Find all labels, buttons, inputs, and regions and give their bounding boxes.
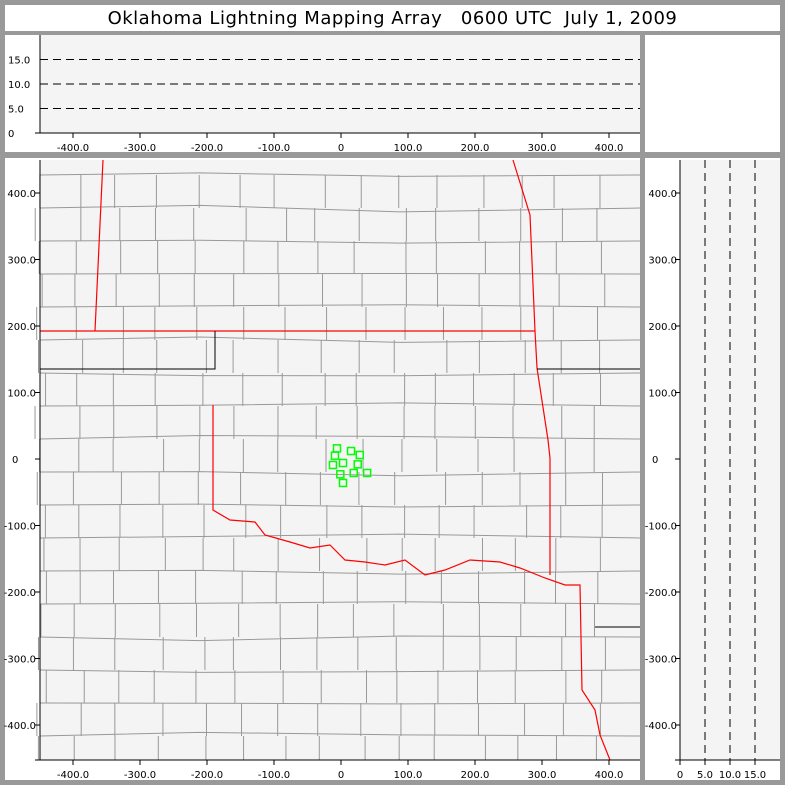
map-y-tick-label: -200.0 [4, 588, 36, 599]
top-x-tick-label: 100.0 [394, 143, 423, 154]
right-y-tick-label: 100.0 [648, 389, 677, 400]
county-line [39, 435, 641, 440]
right-alt-tick-label: 10.0 [719, 770, 741, 781]
right-y-tick-label: 0 [652, 455, 658, 466]
histogram-panel [645, 35, 780, 152]
county-line [39, 372, 641, 377]
texas-panhandle-border [40, 331, 216, 370]
top-alt-tick-label: 5.0 [8, 105, 24, 116]
county-line [39, 601, 641, 605]
map-y-tick-label: -400.0 [4, 721, 36, 732]
county-borders [34, 172, 641, 760]
county-line [39, 702, 641, 705]
county-line [39, 336, 641, 343]
county-line [39, 569, 641, 575]
map-y-tick-label: -300.0 [4, 655, 36, 666]
top-x-tick-label: -100.0 [258, 143, 290, 154]
right-y-tick-label: -300.0 [645, 655, 677, 666]
map-x-tick-label: 100.0 [394, 770, 423, 781]
top-x-tick-label: -300.0 [124, 143, 156, 154]
lightning-source [338, 478, 348, 488]
right-alt-tick-label: 0 [677, 770, 683, 781]
right-alt-tick-label: 15.0 [744, 770, 766, 781]
right-y-tick-label: -400.0 [645, 721, 677, 732]
county-line [39, 731, 641, 737]
red-river-border [212, 405, 611, 761]
state-borders [40, 159, 611, 761]
top-x-tick-label: 200.0 [461, 143, 490, 154]
eastern-border [512, 159, 551, 575]
right-y-tick-label: -100.0 [645, 522, 677, 533]
lightning-source [328, 460, 338, 470]
map-y-tick-label: 400.0 [7, 189, 36, 200]
map-x-tick-label: -100.0 [258, 770, 290, 781]
county-line [39, 204, 641, 213]
right-y-tick-label: 400.0 [648, 189, 677, 200]
top-x-tick-label: 400.0 [595, 143, 624, 154]
county-line [39, 239, 641, 244]
top-alt-tick-label: 15.0 [8, 56, 30, 67]
right-alt-tick-label: 5.0 [697, 770, 713, 781]
map-x-tick-label: -200.0 [191, 770, 223, 781]
top-x-tick-label: 300.0 [528, 143, 557, 154]
right-y-tick-label: 300.0 [648, 256, 677, 267]
map-x-tick-label: -400.0 [57, 770, 89, 781]
map-x-tick-label: 0 [338, 770, 344, 781]
top-x-tick-label: -400.0 [57, 143, 89, 154]
county-line [39, 533, 641, 539]
map-y-tick-label: -100.0 [4, 522, 36, 533]
colorado-kansas-border [94, 159, 104, 332]
top-alt-tick-label: 10.0 [8, 80, 30, 91]
map-x-tick-label: 200.0 [461, 770, 490, 781]
map-y-tick-label: 200.0 [7, 322, 36, 333]
county-line [39, 503, 641, 508]
lightning-source [338, 458, 348, 468]
map-x-tick-label: 400.0 [595, 770, 624, 781]
other-state-borders [40, 331, 640, 628]
right-y-tick-label: 200.0 [648, 322, 677, 333]
lightning-source [346, 446, 356, 456]
county-line [39, 635, 641, 642]
top-alt-tick-label: 0 [8, 129, 14, 140]
county-line [39, 172, 641, 177]
lightning-source [330, 451, 340, 460]
county-line [39, 669, 641, 673]
county-line [39, 471, 641, 477]
map-y-tick-label: 0 [12, 455, 18, 466]
top-x-tick-label: 0 [338, 143, 344, 154]
top-x-tick-label: -200.0 [191, 143, 223, 154]
map-y-tick-label: 100.0 [7, 389, 36, 400]
map-x-tick-label: 300.0 [528, 770, 557, 781]
lightning-source [355, 450, 365, 460]
county-line [39, 304, 641, 308]
map-x-tick-label: -300.0 [124, 770, 156, 781]
lightning-source [349, 468, 358, 478]
map-y-tick-label: 300.0 [7, 256, 36, 267]
axes [35, 35, 780, 765]
plot-title: Oklahoma Lightning Mapping Array 0600 UT… [5, 5, 780, 31]
right-y-tick-label: -200.0 [645, 588, 677, 599]
lightning-source [362, 468, 372, 478]
county-line [39, 402, 641, 407]
lightning-source [336, 470, 345, 479]
lightning-source [353, 460, 362, 469]
